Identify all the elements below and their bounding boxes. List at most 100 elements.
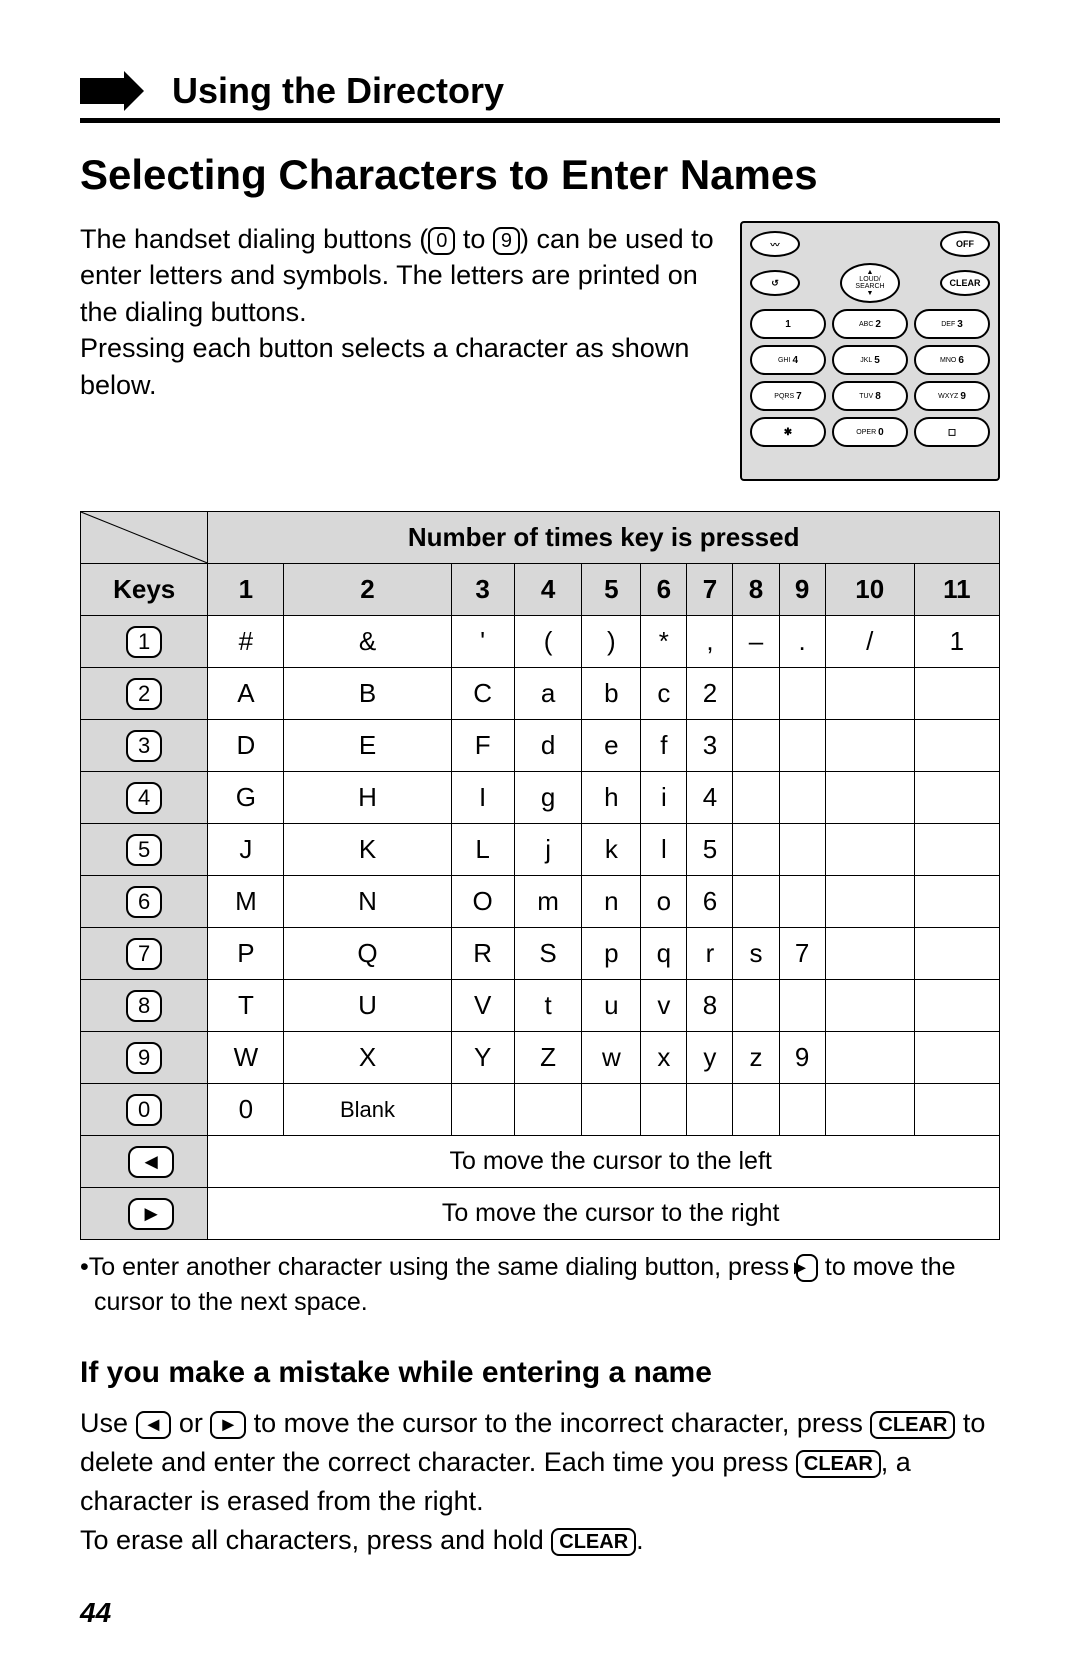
keypad-key: OPER0 — [832, 417, 908, 447]
right-note: To move the cursor to the right — [208, 1188, 1000, 1240]
mistake-f: To erase all characters, press and hold — [80, 1525, 551, 1555]
key-cell: 9 — [81, 1032, 208, 1084]
char-cell: O — [451, 876, 514, 928]
char-cell — [779, 876, 825, 928]
keypad-key: 1 — [750, 309, 826, 339]
char-cell — [779, 668, 825, 720]
keys-header: Keys — [81, 564, 208, 616]
key-1-icon: 1 — [126, 626, 162, 658]
key-9-icon: 9 — [493, 227, 520, 255]
char-cell: v — [641, 980, 687, 1032]
char-cell — [914, 720, 999, 772]
char-cell — [451, 1084, 514, 1136]
mistake-b: or — [171, 1408, 210, 1438]
char-cell: o — [641, 876, 687, 928]
char-cell: i — [641, 772, 687, 824]
char-cell: . — [779, 616, 825, 668]
char-cell — [825, 720, 914, 772]
char-cell: T — [208, 980, 284, 1032]
char-cell: c — [641, 668, 687, 720]
off-button-icon: OFF — [940, 231, 990, 257]
char-cell — [733, 1084, 779, 1136]
char-cell — [825, 668, 914, 720]
right-arrow-icon: ► — [128, 1198, 174, 1230]
char-cell: H — [284, 772, 451, 824]
char-cell — [825, 772, 914, 824]
char-cell: r — [687, 928, 733, 980]
key-8-icon: 8 — [126, 990, 162, 1022]
char-cell: 9 — [779, 1032, 825, 1084]
char-cell: W — [208, 1032, 284, 1084]
keypad-grid: 1ABC2DEF3GHI4JKL5MNO6PQRS7TUV8WXYZ9✱OPER… — [750, 309, 990, 447]
char-cell — [733, 772, 779, 824]
key-5-icon: 5 — [126, 834, 162, 866]
key-cell: 3 — [81, 720, 208, 772]
section-title: Using the Directory — [172, 70, 504, 112]
char-cell: R — [451, 928, 514, 980]
keypad-key: DEF3 — [914, 309, 990, 339]
keypad-key: ◻ — [914, 417, 990, 447]
clear-key-icon-3: CLEAR — [551, 1528, 636, 1556]
col-header: 10 — [825, 564, 914, 616]
right-arrow-key-cell: ► — [81, 1188, 208, 1240]
col-header: 11 — [914, 564, 999, 616]
char-cell: 8 — [687, 980, 733, 1032]
char-cell — [779, 980, 825, 1032]
char-cell — [914, 928, 999, 980]
char-cell — [733, 980, 779, 1032]
keypad-key: TUV8 — [832, 381, 908, 411]
char-cell: I — [451, 772, 514, 824]
char-cell — [733, 720, 779, 772]
nav-button-icon: ▲LOUD/SEARCH▼ — [840, 263, 900, 303]
keypad-key: JKL5 — [832, 345, 908, 375]
page-number: 44 — [80, 1597, 111, 1629]
col-header: 7 — [687, 564, 733, 616]
char-cell — [914, 824, 999, 876]
key-cell: 7 — [81, 928, 208, 980]
char-cell: E — [284, 720, 451, 772]
col-header: 3 — [451, 564, 514, 616]
intro-text-b: to — [455, 224, 493, 254]
char-cell — [825, 980, 914, 1032]
char-cell: x — [641, 1032, 687, 1084]
char-cell: y — [687, 1032, 733, 1084]
key-cell: 2 — [81, 668, 208, 720]
char-cell: u — [582, 980, 641, 1032]
char-cell: n — [582, 876, 641, 928]
mistake-a: Use — [80, 1408, 136, 1438]
char-cell: 1 — [914, 616, 999, 668]
section-header-row: Using the Directory — [80, 70, 1000, 112]
redial-button-icon: ↺ — [750, 270, 800, 296]
char-cell — [733, 876, 779, 928]
char-cell — [687, 1084, 733, 1136]
col-header: 4 — [514, 564, 582, 616]
char-cell — [825, 876, 914, 928]
char-cell — [914, 876, 999, 928]
mistake-paragraph: Use ◄ or ► to move the cursor to the inc… — [80, 1404, 1000, 1561]
mistake-c: to move the cursor to the incorrect char… — [246, 1408, 870, 1438]
char-cell: S — [514, 928, 582, 980]
keypad-key: MNO6 — [914, 345, 990, 375]
char-cell — [914, 980, 999, 1032]
clear-key-icon-2: CLEAR — [796, 1450, 881, 1478]
char-cell: k — [582, 824, 641, 876]
keypad-key: ABC2 — [832, 309, 908, 339]
keypad-key: PQRS7 — [750, 381, 826, 411]
char-cell — [825, 1084, 914, 1136]
key-0-icon: 0 — [428, 227, 455, 255]
char-cell: d — [514, 720, 582, 772]
char-cell: g — [514, 772, 582, 824]
header-rule — [80, 118, 1000, 123]
diag-header-cell — [81, 512, 208, 564]
col-header: 5 — [582, 564, 641, 616]
intro-wrap: The handset dialing buttons (0 to 9) can… — [80, 221, 1000, 481]
handset-keypad-diagram: 〰 OFF ↺ ▲LOUD/SEARCH▼ CLEAR 1ABC2DEF3GHI… — [740, 221, 1000, 481]
char-cell — [641, 1084, 687, 1136]
clear-key-icon: CLEAR — [870, 1411, 955, 1439]
key-4-icon: 4 — [126, 782, 162, 814]
char-cell: h — [582, 772, 641, 824]
left-note: To move the cursor to the left — [208, 1136, 1000, 1188]
bullet-text-a: •To enter another character using the sa… — [80, 1253, 796, 1281]
mistake-heading: If you make a mistake while entering a n… — [80, 1356, 1000, 1390]
char-cell: B — [284, 668, 451, 720]
